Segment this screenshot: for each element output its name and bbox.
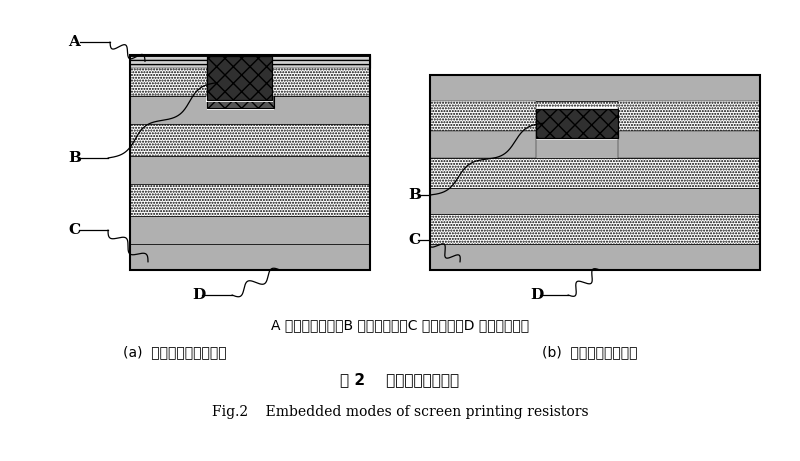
Bar	[430, 158, 760, 188]
Bar	[430, 75, 760, 270]
Bar	[130, 156, 370, 184]
Bar	[272, 55, 370, 68]
Bar	[618, 131, 760, 158]
Text: (a)  外层电路板内埋电阔: (a) 外层电路板内埋电阔	[123, 345, 227, 359]
Bar	[430, 101, 536, 131]
Bar	[430, 131, 760, 158]
Bar	[130, 124, 370, 156]
Bar	[130, 68, 370, 96]
Bar	[618, 101, 760, 131]
Bar	[206, 55, 274, 110]
Text: B: B	[68, 151, 81, 165]
Text: C: C	[68, 223, 80, 237]
Bar	[130, 216, 370, 244]
Bar	[130, 55, 206, 68]
Bar	[130, 55, 370, 68]
Text: C: C	[408, 233, 420, 247]
Bar	[272, 68, 370, 96]
Bar	[536, 109, 618, 138]
Bar	[430, 75, 760, 101]
Bar	[430, 244, 760, 270]
Bar	[534, 107, 619, 140]
Bar	[430, 131, 536, 158]
Bar	[130, 96, 370, 124]
Bar	[430, 101, 760, 131]
Bar	[130, 55, 370, 270]
Bar	[206, 82, 274, 108]
Text: (b)  内层板芯内埋电阔: (b) 内层板芯内埋电阔	[542, 345, 638, 359]
Text: A: A	[68, 35, 80, 49]
Text: Fig.2    Embedded modes of screen printing resistors: Fig.2 Embedded modes of screen printing …	[212, 405, 588, 419]
Bar	[130, 184, 370, 216]
Text: D: D	[530, 288, 543, 302]
Bar	[130, 244, 370, 270]
Bar	[206, 54, 273, 102]
Bar	[430, 214, 760, 244]
Text: B: B	[408, 188, 421, 202]
Bar	[206, 56, 272, 100]
Bar	[430, 188, 760, 214]
Text: D: D	[192, 288, 206, 302]
Text: 图 2    网印电阔内埋方式: 图 2 网印电阔内埋方式	[341, 372, 459, 387]
Text: A 为阻焊油墨层；B 为网印电阔；C 为介质层；D 为铜面图形层: A 为阻焊油墨层；B 为网印电阔；C 为介质层；D 为铜面图形层	[271, 318, 529, 332]
Bar	[130, 68, 206, 96]
